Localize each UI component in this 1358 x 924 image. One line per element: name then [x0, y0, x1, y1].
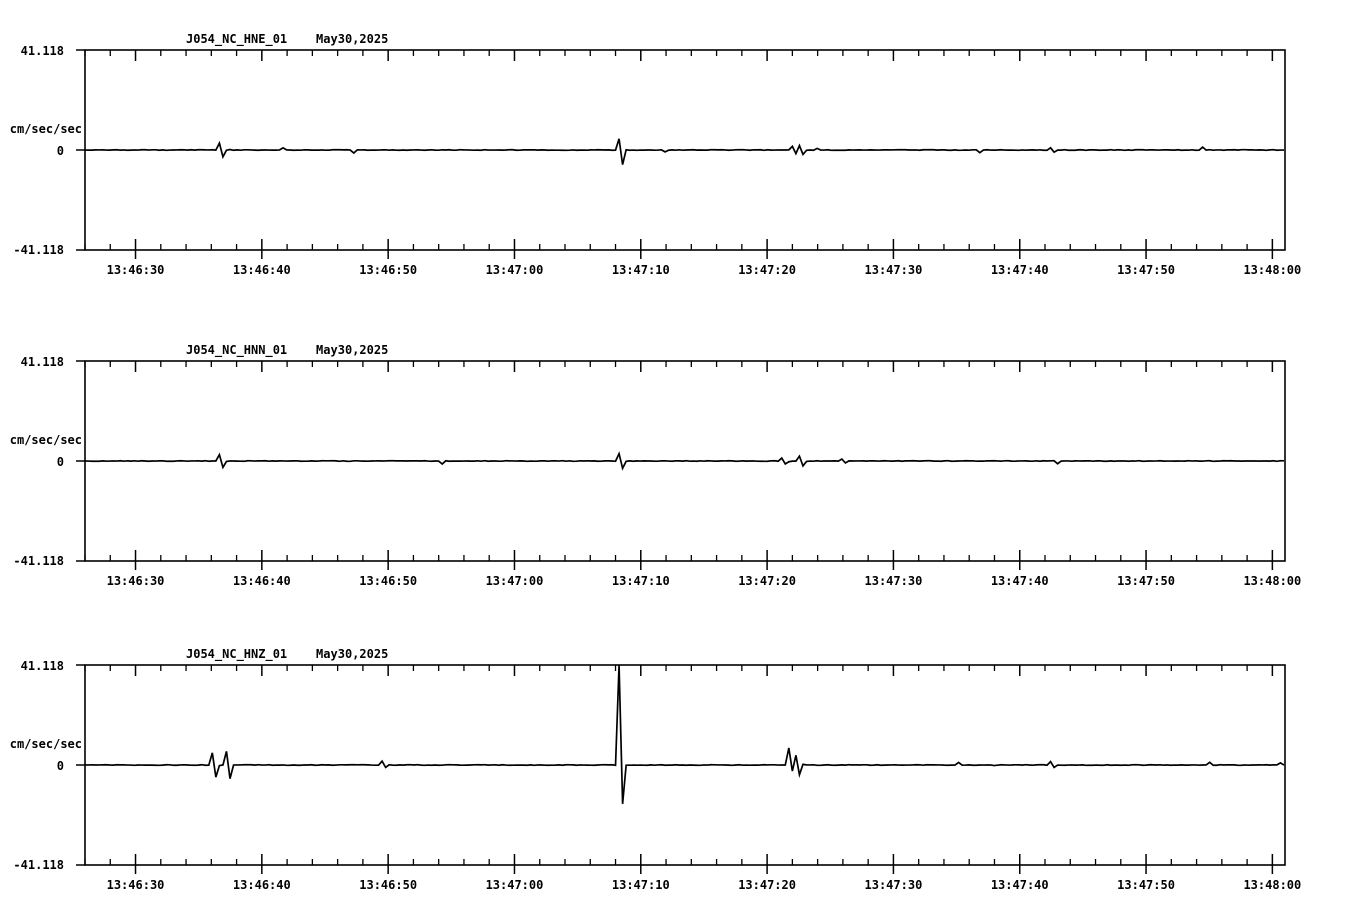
- xtick-label: 13:47:40: [990, 263, 1049, 277]
- panel-hnz-plot: [76, 664, 1286, 874]
- xtick-label: 13:46:50: [359, 878, 418, 892]
- xtick-label: 13:46:30: [106, 878, 165, 892]
- panel-hnz-title: J054_NC_HNZ_01 May30,2025: [186, 647, 389, 661]
- panel-hnz-units-label: cm/sec/sec: [9, 737, 82, 751]
- panel-hnn-yzero-label: 0: [56, 455, 64, 469]
- xtick-label: 13:46:30: [106, 263, 165, 277]
- xtick-label: 13:47:00: [485, 263, 544, 277]
- xtick-label: 13:47:30: [864, 574, 923, 588]
- xtick-label: 13:47:20: [738, 263, 796, 277]
- xtick-label: 13:48:00: [1243, 878, 1302, 892]
- panel-hne-ymin-label: -41.118: [13, 243, 64, 257]
- panel-hne-ymax-label: 41.118: [20, 44, 64, 58]
- xtick-label: 13:46:50: [359, 263, 418, 277]
- panel-hne-units-label: cm/sec/sec: [9, 122, 82, 136]
- xtick-label: 13:46:30: [106, 574, 165, 588]
- panel-hnz-trace: [84, 665, 1285, 804]
- panel-hne-title: J054_NC_HNE_01 May30,2025: [186, 32, 389, 46]
- xtick-label: 13:47:50: [1117, 263, 1175, 277]
- xtick-label: 13:46:40: [232, 574, 291, 588]
- xtick-label: 13:47:40: [990, 878, 1049, 892]
- xtick-label: 13:47:50: [1117, 878, 1175, 892]
- panel-hnz: J054_NC_HNZ_01 May30,2025 cm/sec/sec 41.…: [0, 615, 1358, 924]
- panel-hnn-xtick-labels: 13:46:30 13:46:40 13:46:50 13:47:00 13:47:10…: [0, 311, 1358, 611]
- panel-hnn-title: J054_NC_HNN_01 May30,2025: [186, 343, 389, 357]
- xtick-label: 13:47:00: [485, 878, 544, 892]
- panel-hne: J054_NC_HNE_01 May30,2025 cm/sec/sec 41.…: [0, 0, 1358, 300]
- panel-hnz-xtick-labels: 13:46:30 13:46:40 13:46:50 13:47:00 13:47:10…: [0, 615, 1358, 915]
- xtick-label: 13:48:00: [1243, 574, 1302, 588]
- xtick-label: 13:47:50: [1117, 574, 1175, 588]
- xtick-label: 13:48:00: [1243, 263, 1302, 277]
- xtick-label: 13:47:10: [611, 878, 670, 892]
- xtick-label: 13:46:40: [232, 878, 291, 892]
- xtick-label: 13:47:20: [738, 574, 796, 588]
- panel-hnn-trace: [84, 451, 1285, 471]
- panel-hne-yzero-label: 0: [56, 144, 64, 158]
- panel-hnn-plot: [76, 360, 1286, 570]
- panel-hnz-ymin-label: -41.118: [13, 858, 64, 872]
- xtick-label: 13:47:30: [864, 263, 923, 277]
- panel-hne-plot: [76, 49, 1286, 259]
- xtick-label: 13:46:40: [232, 263, 291, 277]
- panel-hne-trace: [84, 138, 1284, 165]
- xtick-label: 13:47:00: [485, 574, 544, 588]
- xtick-label: 13:46:50: [359, 574, 418, 588]
- panel-hne-xtick-labels: 13:46:30 13:46:40 13:46:50 13:47:00 13:47:10…: [0, 0, 1358, 300]
- xtick-label: 13:47:40: [990, 574, 1049, 588]
- panel-hnz-ymax-label: 41.118: [20, 659, 64, 673]
- panel-hnn-units-label: cm/sec/sec: [9, 433, 82, 447]
- xtick-label: 13:47:20: [738, 878, 796, 892]
- panel-hnz-yzero-label: 0: [56, 759, 64, 773]
- xtick-label: 13:47:10: [611, 574, 670, 588]
- xtick-label: 13:47:30: [864, 878, 923, 892]
- xtick-label: 13:47:10: [611, 263, 670, 277]
- panel-hnn-ymin-label: -41.118: [13, 554, 64, 568]
- panel-hnn-ymax-label: 41.118: [20, 355, 64, 369]
- panel-hnn: J054_NC_HNN_01 May30,2025 cm/sec/sec 41.…: [0, 311, 1358, 611]
